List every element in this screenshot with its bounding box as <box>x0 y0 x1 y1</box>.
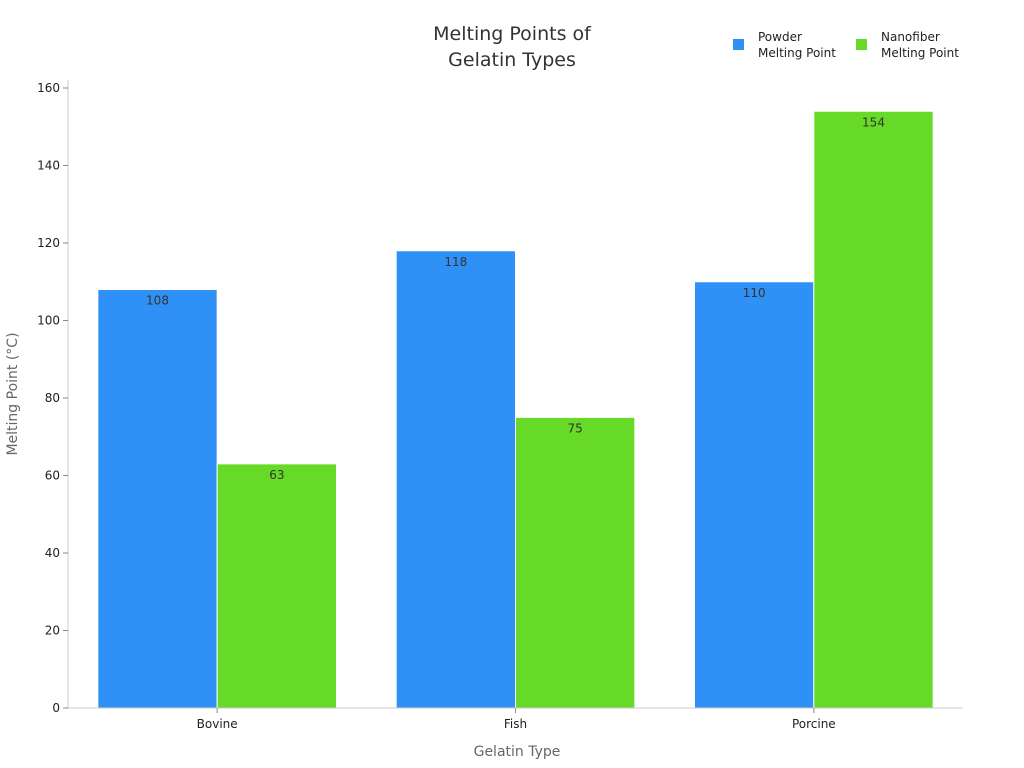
x-axis: Bovine Fish Porcine <box>68 707 963 731</box>
data-label: 75 <box>568 421 583 435</box>
legend-swatch-powder <box>733 39 744 50</box>
y-tick-label: 40 <box>45 546 60 560</box>
x-tick-label: Bovine <box>197 717 238 731</box>
bar-bovine-series-1 <box>216 463 338 709</box>
legend-label-powder-line-2: Melting Point <box>758 46 836 60</box>
legend-label-nanofiber-line-1: Nanofiber <box>881 30 940 44</box>
chart-title-line-2: Gelatin Types <box>448 49 576 71</box>
bar-porcine-series-0 <box>694 281 815 709</box>
data-label: 118 <box>444 255 467 269</box>
y-tick-label: 140 <box>37 159 60 173</box>
y-tick-label: 20 <box>45 624 60 638</box>
y-axis: 0 20 40 60 80 100 120 140 160 <box>37 80 69 715</box>
bar-porcine-series-1 <box>813 110 934 709</box>
x-axis-title: Gelatin Type <box>474 744 561 760</box>
data-label: 63 <box>269 468 284 482</box>
y-axis-title: Melting Point (°C) <box>5 332 21 455</box>
legend-swatch-nanofiber <box>856 39 867 50</box>
bars: 108 63 118 75 110 154 <box>97 110 934 709</box>
y-tick-label: 0 <box>52 701 60 715</box>
y-tick-label: 60 <box>45 469 60 483</box>
x-tick-label: Porcine <box>792 717 836 731</box>
legend-label-nanofiber-line-2: Melting Point <box>881 46 959 60</box>
bar-fish-series-1 <box>515 416 636 709</box>
legend-label-powder-line-1: Powder <box>758 30 802 44</box>
chart-title-line-1: Melting Points of <box>433 23 592 45</box>
legend: Powder Melting Point Nanofiber Melting P… <box>733 30 959 60</box>
y-tick-label: 100 <box>37 314 60 328</box>
bar-bovine-series-0 <box>97 289 218 709</box>
y-tick-label: 160 <box>37 81 60 95</box>
bar-fish-series-0 <box>395 250 516 709</box>
data-label: 154 <box>862 115 885 129</box>
y-tick-label: 80 <box>45 391 60 405</box>
data-label: 108 <box>146 294 169 308</box>
y-tick-label: 120 <box>37 236 60 250</box>
data-label: 110 <box>743 286 766 300</box>
x-tick-label: Fish <box>504 717 527 731</box>
